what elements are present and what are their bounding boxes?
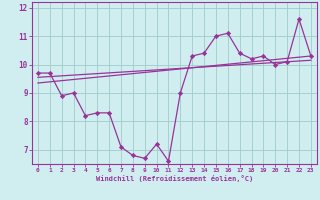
X-axis label: Windchill (Refroidissement éolien,°C): Windchill (Refroidissement éolien,°C): [96, 175, 253, 182]
